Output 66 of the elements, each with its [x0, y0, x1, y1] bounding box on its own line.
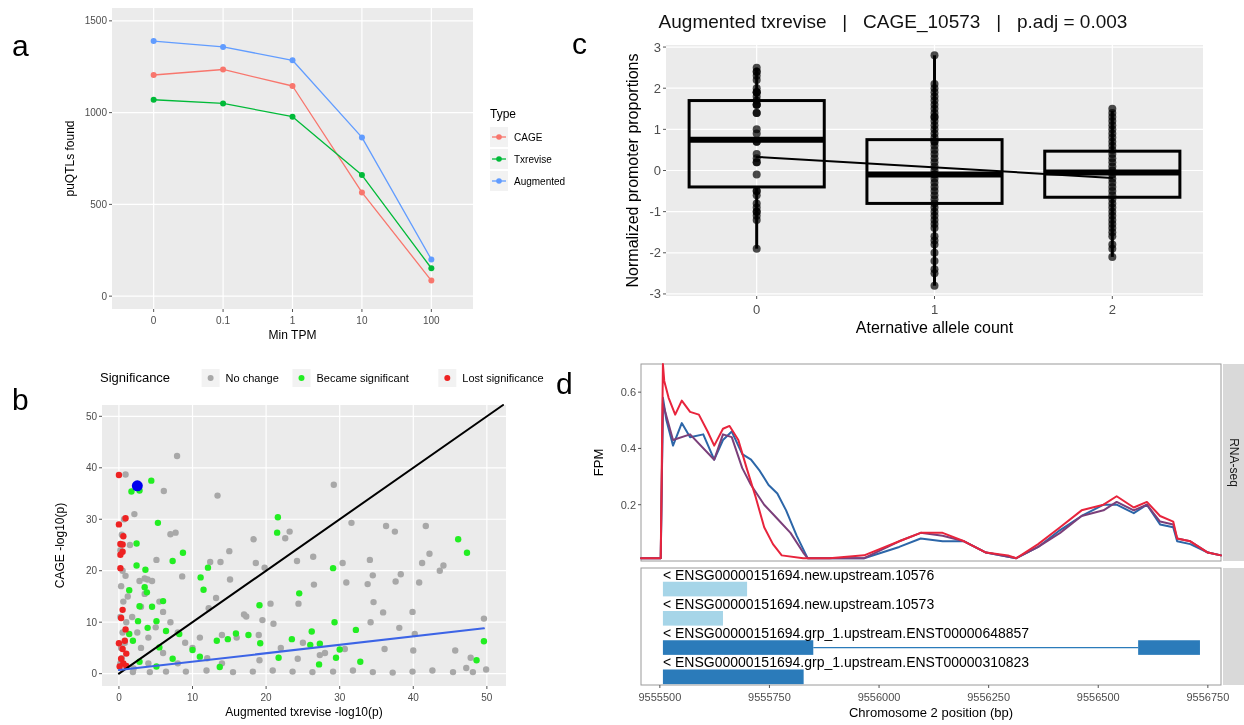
y-tick-label: 1000 — [84, 107, 108, 119]
x-tick-label: 1 — [930, 302, 939, 317]
y-tick-label: -2 — [649, 245, 661, 261]
legend-title: Significance — [100, 370, 171, 385]
text: d — [556, 367, 573, 400]
y-tick-label: 50 — [85, 410, 98, 422]
x-tick-label: 20 — [260, 692, 273, 703]
y-tick-label: 1 — [653, 121, 661, 137]
x-tick-label: 0 — [116, 692, 123, 703]
category-label: < ENSG00000151694.grp_1.upstream.ENST00000310823 — [662, 654, 1030, 671]
y-tick-label: 20 — [85, 565, 98, 577]
legend-title: Type — [490, 107, 517, 121]
y-tick-label: 0 — [91, 668, 98, 680]
x-tick-label: 9556750 — [1186, 691, 1230, 703]
x-tick-label: 30 — [334, 692, 346, 703]
y-tick-label: -1 — [649, 204, 661, 220]
x-tick-label: 9556000 — [857, 691, 901, 703]
x-tick-label: 10 — [186, 692, 199, 703]
x-tick-label: 50 — [481, 692, 493, 703]
x-tick-label: 10 — [356, 315, 368, 326]
chart-title: Augmented txrevise | CAGE_10573 | p.adj = 0.003 — [658, 11, 1128, 33]
text: a — [12, 29, 29, 62]
y-axis-title: CAGE -log10(p) — [53, 502, 67, 589]
legend-label: Became significant — [316, 372, 409, 384]
x-tick-label: 0.1 — [216, 315, 231, 326]
x-tick-label: 2 — [1108, 302, 1116, 317]
category-label: < ENSG00000151694.new.upstream.10573 — [662, 595, 935, 612]
y-tick-label: 30 — [85, 513, 98, 525]
legend-label: CAGE — [514, 132, 543, 143]
category-label: < ENSG00000151694.new.upstream.10576 — [662, 566, 935, 583]
x-tick-label: 40 — [407, 692, 420, 703]
y-tick-label: 500 — [90, 198, 108, 210]
text: b — [12, 383, 29, 416]
y-tick-label: 1500 — [84, 15, 108, 27]
y-tick-label: 2 — [653, 80, 661, 96]
y-tick-label: 0.6 — [620, 385, 636, 398]
y-tick-label: -3 — [649, 286, 661, 302]
category-label: < ENSG00000151694.grp_1.upstream.ENST00000648857 — [662, 625, 1030, 642]
x-axis-title: Min TPM — [268, 328, 317, 342]
y-tick-label: 10 — [85, 616, 98, 628]
x-tick-label: 9556250 — [967, 691, 1011, 703]
x-tick-label: 0 — [753, 302, 761, 317]
x-tick-label: 1 — [289, 315, 296, 326]
x-tick-label: 9555750 — [748, 691, 791, 703]
x-tick-label: 100 — [423, 315, 441, 326]
x-tick-label: 0 — [150, 315, 157, 326]
y-tick-label: 40 — [85, 462, 98, 474]
y-tick-label: 0 — [101, 290, 108, 302]
y-tick-label: 0.4 — [620, 442, 636, 455]
x-axis-title: Chromosome 2 position (bp) — [848, 705, 1014, 720]
y-axis-title: Normalized promoter proportions — [624, 53, 641, 288]
text: RNA-seq — [1227, 438, 1241, 487]
text: c — [572, 27, 587, 60]
x-tick-label: 9555500 — [638, 691, 682, 703]
x-tick-label: 9556500 — [1076, 691, 1120, 703]
y-axis-title: FPM — [591, 448, 606, 477]
y-tick-label: 0.2 — [620, 498, 636, 511]
legend-label: Txrevise — [514, 154, 553, 165]
x-axis-title: Augmented txrevise -log10(p) — [225, 705, 383, 719]
y-tick-label: 0 — [653, 163, 661, 179]
legend-label: Augmented — [514, 176, 566, 187]
y-tick-label: 3 — [653, 39, 661, 55]
legend-label: Lost significance — [462, 372, 544, 384]
y-axis-title: puQTLs found — [63, 120, 77, 197]
legend-label: No change — [225, 372, 279, 384]
x-axis-title: Aternative allele count — [855, 319, 1014, 336]
